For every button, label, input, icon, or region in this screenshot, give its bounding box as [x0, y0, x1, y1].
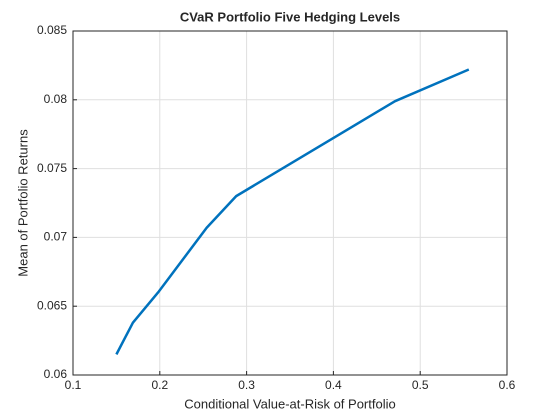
- y-tick-label: 0.08: [44, 92, 68, 106]
- x-tick-label: 0.4: [325, 378, 342, 392]
- plot: [115, 68, 470, 355]
- y-tick-label: 0.07: [44, 230, 68, 244]
- y-tick-label: 0.075: [37, 161, 67, 175]
- y-tick-label: 0.06: [44, 367, 68, 381]
- x-tick-label: 0.3: [238, 378, 255, 392]
- x-tick-label: 0.5: [412, 378, 429, 392]
- y-tick-label: 0.065: [37, 298, 67, 312]
- x-axis-label: Conditional Value-at-Risk of Portfolio: [184, 396, 395, 411]
- x-tick-label: 0.1: [65, 378, 82, 392]
- y-tick-label: 0.085: [37, 23, 67, 37]
- chart-title: CVaR Portfolio Five Hedging Levels: [180, 9, 400, 24]
- data-line: [115, 68, 470, 355]
- axes-box: [72, 30, 508, 376]
- x-tick-label: 0.6: [499, 378, 516, 392]
- x-tick-label: 0.2: [151, 378, 168, 392]
- y-axis-label: Mean of Portfolio Returns: [15, 129, 30, 277]
